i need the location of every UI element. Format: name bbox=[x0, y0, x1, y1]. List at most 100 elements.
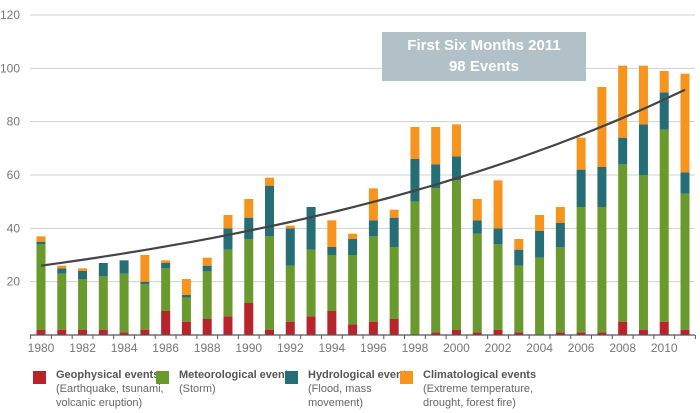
bar-stack-2010 bbox=[659, 71, 669, 335]
bar-segment-meteorological bbox=[680, 193, 690, 330]
x-tick-label: 1988 bbox=[194, 341, 221, 355]
legend-swatch-climatological bbox=[400, 371, 413, 384]
bar-segment-climatological bbox=[472, 199, 482, 221]
bar-segment-hydrological bbox=[244, 217, 254, 239]
bar-segment-hydrological bbox=[327, 247, 337, 255]
legend-desc: (Extreme temperature, drought, forest fi… bbox=[423, 383, 534, 409]
x-axis: 1980 1982 1984 1986 1988 1990 1992 1994 1996 1998… bbox=[28, 334, 696, 355]
bar-segment-geophysical bbox=[202, 319, 212, 335]
bar-segment-hydrological bbox=[119, 260, 129, 274]
legend-item-climatological: Climatological events (Extreme temperatu… bbox=[400, 368, 536, 410]
x-tick-label: 2000 bbox=[443, 341, 470, 355]
bar-segment-geophysical bbox=[638, 329, 648, 335]
bar-segment-hydrological bbox=[285, 228, 295, 266]
x-tick-label: 2004 bbox=[526, 341, 553, 355]
bar-stack-2008 bbox=[618, 65, 628, 335]
bar-stack-1980 bbox=[36, 236, 46, 335]
bar-segment-meteorological bbox=[618, 164, 628, 322]
bar-segment-hydrological bbox=[78, 271, 88, 279]
bar-stack-2003 bbox=[514, 239, 524, 335]
y-tick-label: 40 bbox=[7, 221, 21, 235]
bar-segment-geophysical bbox=[181, 321, 191, 335]
bar-segment-geophysical bbox=[57, 329, 67, 335]
bar-segment-hydrological bbox=[451, 156, 461, 181]
bar-segment-meteorological bbox=[576, 207, 586, 333]
bar-segment-geophysical bbox=[327, 311, 337, 335]
x-tick-label: 1982 bbox=[69, 341, 96, 355]
bar-segment-geophysical bbox=[223, 316, 233, 335]
bar-segment-geophysical bbox=[472, 332, 482, 335]
bar-segment-meteorological bbox=[161, 268, 171, 311]
bar-segment-geophysical bbox=[493, 329, 503, 335]
bar-segment-climatological bbox=[410, 127, 420, 159]
bar-segment-meteorological bbox=[119, 273, 129, 333]
x-tick-label: 1984 bbox=[111, 341, 138, 355]
bar-segment-geophysical bbox=[680, 329, 690, 335]
bar-segment-geophysical bbox=[659, 321, 669, 335]
bar-segment-meteorological bbox=[348, 255, 358, 325]
legend-swatch-hydrological bbox=[285, 371, 298, 384]
bar-stack-1983 bbox=[98, 263, 108, 335]
x-tick-label: 2010 bbox=[651, 341, 678, 355]
bar-segment-hydrological bbox=[161, 263, 171, 269]
annotation-box: First Six Months 2011 98 Events bbox=[382, 32, 586, 81]
x-tick-label: 1994 bbox=[318, 341, 345, 355]
gridlines bbox=[30, 14, 695, 283]
bar-segment-meteorological bbox=[244, 239, 254, 303]
bar-stack-1988 bbox=[202, 257, 212, 335]
bar-segment-meteorological bbox=[514, 265, 524, 333]
bar-stack-1994 bbox=[327, 220, 337, 335]
bar-segment-geophysical bbox=[306, 316, 316, 335]
legend-desc: (Storm) bbox=[179, 383, 216, 395]
bar-segment-climatological bbox=[327, 220, 337, 247]
bar-segment-geophysical bbox=[514, 332, 524, 335]
y-tick-label: 120 bbox=[0, 8, 20, 22]
bar-segment-climatological bbox=[389, 209, 399, 218]
annotation-line1: First Six Months 2011 bbox=[407, 37, 561, 54]
bar-stack-1992 bbox=[285, 225, 295, 335]
bar-stack-1986 bbox=[161, 260, 171, 335]
bar-segment-meteorological bbox=[306, 249, 316, 317]
bar-segment-climatological bbox=[285, 225, 295, 229]
legend-title: Hydrological events bbox=[308, 369, 413, 381]
bar-stack-2000 bbox=[451, 124, 461, 335]
y-tick-label: 100 bbox=[0, 61, 20, 75]
bar-segment-climatological bbox=[493, 180, 503, 229]
bar-segment-meteorological bbox=[389, 247, 399, 319]
bar-segment-meteorological bbox=[223, 249, 233, 317]
y-axis: 20 40 60 80 100 120 bbox=[0, 8, 20, 289]
bar-stack-2006 bbox=[576, 137, 586, 335]
bar-segment-climatological bbox=[181, 279, 191, 295]
bar-segment-hydrological bbox=[618, 137, 628, 165]
bar-segment-geophysical bbox=[265, 329, 275, 335]
bar-segment-geophysical bbox=[618, 321, 628, 335]
bar-stack-1990 bbox=[244, 199, 254, 335]
bar-segment-geophysical bbox=[368, 321, 378, 335]
bar-stack-1984 bbox=[119, 260, 129, 335]
bar-segment-climatological bbox=[161, 260, 171, 263]
bar-stack-1981 bbox=[57, 265, 67, 335]
bar-segment-hydrological bbox=[638, 124, 648, 175]
bar-segment-meteorological bbox=[265, 236, 275, 330]
bar-segment-meteorological bbox=[327, 255, 337, 311]
legend-item-geophysical: Geophysical events (Earthquake, tsunami,… bbox=[33, 368, 164, 410]
bar-segment-meteorological bbox=[78, 279, 88, 330]
bar-segment-geophysical bbox=[161, 311, 171, 335]
bar-segment-geophysical bbox=[119, 332, 129, 335]
annotation-line2: 98 Events bbox=[448, 58, 520, 75]
legend-desc: (Earthquake, tsunami, volcanic eruption) bbox=[56, 383, 164, 409]
bar-segment-geophysical bbox=[36, 329, 46, 335]
x-tick-label: 1990 bbox=[235, 341, 262, 355]
legend-swatch-geophysical bbox=[33, 371, 46, 384]
bar-stack-1982 bbox=[78, 268, 88, 335]
bar-segment-geophysical bbox=[348, 324, 358, 335]
bar-segment-meteorological bbox=[285, 265, 295, 322]
legend-title: Meteorological events bbox=[179, 369, 295, 381]
bar-segment-hydrological bbox=[306, 207, 316, 250]
bar-stack-1987 bbox=[181, 279, 191, 335]
bar-stack-1996 bbox=[368, 188, 378, 335]
legend-title: Geophysical events bbox=[56, 369, 160, 381]
bar-segment-hydrological bbox=[57, 268, 67, 274]
bar-stack-2009 bbox=[638, 65, 648, 335]
